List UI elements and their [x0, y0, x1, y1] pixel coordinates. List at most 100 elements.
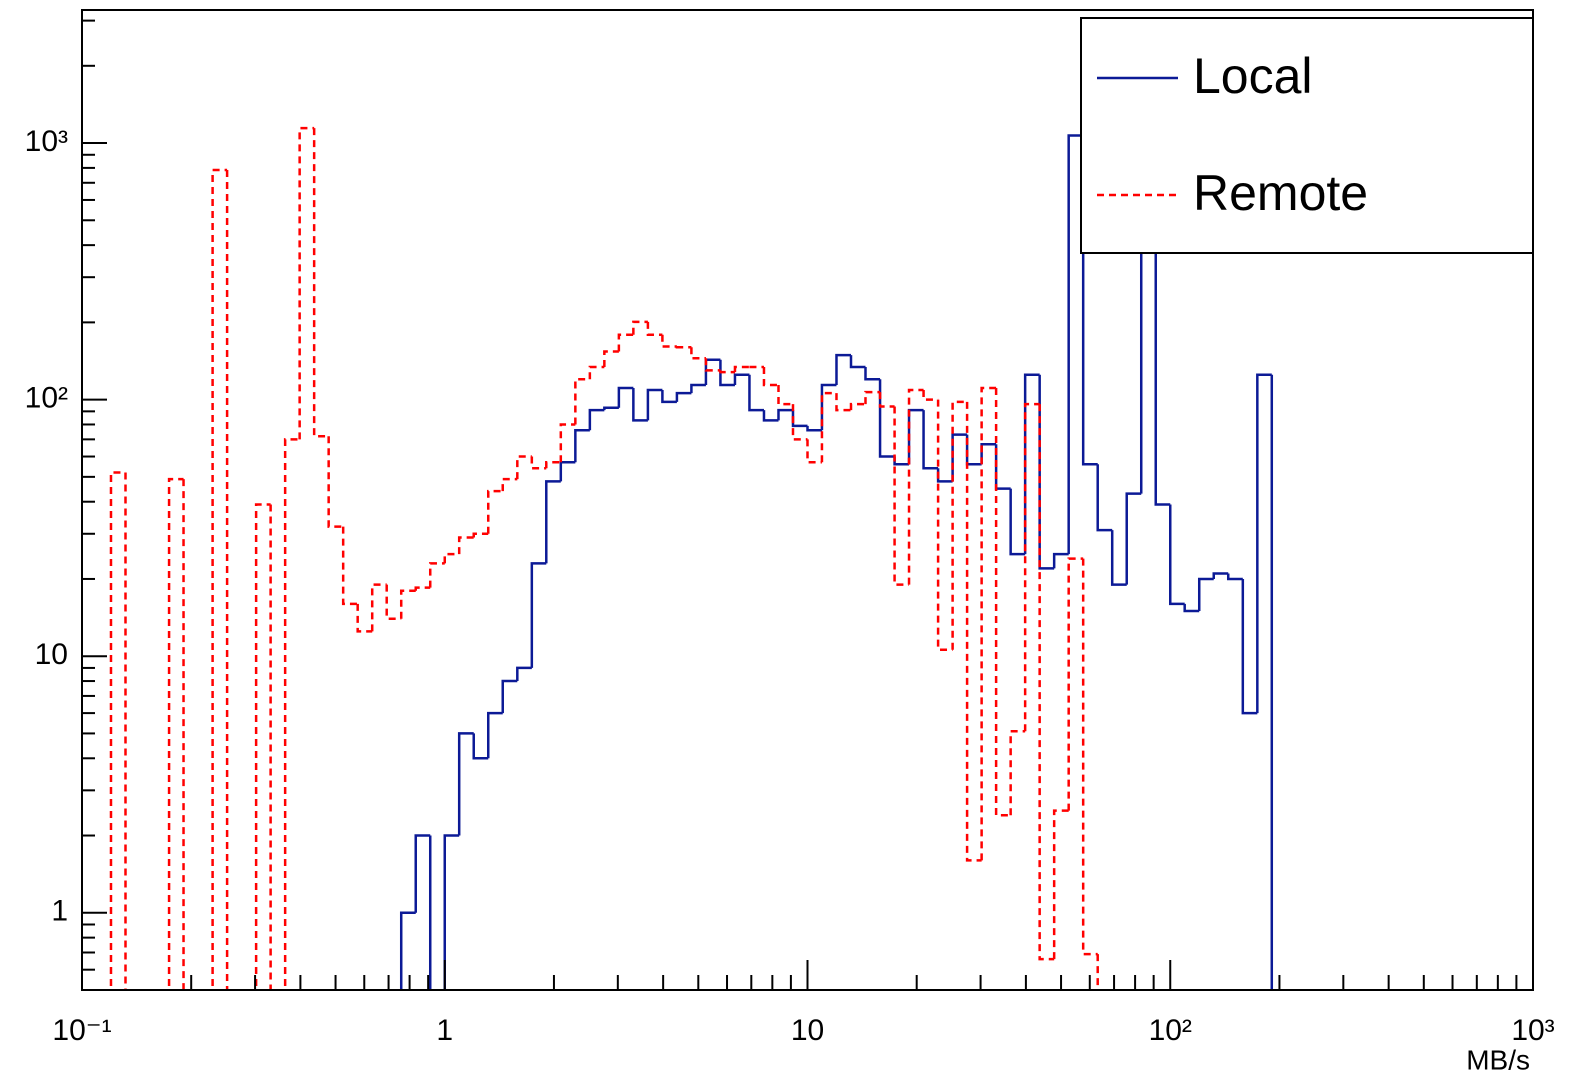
- histogram-bin: [704, 358, 721, 372]
- x-axis-label: MB/s: [1466, 1044, 1530, 1075]
- histogram-bin: [1197, 577, 1214, 612]
- legend-label: Remote: [1193, 165, 1368, 221]
- histogram-bin: [588, 408, 605, 431]
- histogram-bin: [341, 526, 358, 606]
- histogram-bin: [530, 456, 547, 470]
- histogram-bin: [690, 383, 706, 394]
- histogram-bin: [399, 911, 416, 990]
- histogram-bin: [762, 410, 779, 422]
- histogram-bin: [791, 410, 808, 428]
- histogram-bin: [1226, 573, 1243, 581]
- legend-label: Local: [1193, 48, 1313, 104]
- histogram-bin: [820, 391, 837, 463]
- histogram-bin: [545, 460, 561, 469]
- histogram-bin: [617, 386, 634, 408]
- histogram-bin: [457, 536, 474, 555]
- histogram-bin: [254, 503, 271, 990]
- histogram-bin: [428, 562, 445, 588]
- histogram-bin: [849, 402, 866, 411]
- histogram-bin: [777, 408, 793, 421]
- histogram-bin: [370, 583, 387, 632]
- histogram-bin: [603, 406, 619, 411]
- histogram-bin: [675, 345, 692, 349]
- histogram-bin: [1052, 809, 1069, 960]
- histogram-bin: [1067, 557, 1084, 811]
- histogram-bin: [486, 489, 503, 534]
- histogram-bin: [806, 425, 822, 432]
- histogram-bin: [965, 401, 982, 862]
- histogram-bin: [443, 834, 460, 990]
- x-tick-label: 10⁻¹: [52, 1014, 111, 1047]
- histogram-bin: [356, 603, 373, 633]
- y-tick-label: 10³: [25, 125, 68, 158]
- histogram-bin: [603, 350, 619, 368]
- histogram-bin: [1023, 373, 1040, 555]
- histogram-bin: [878, 392, 895, 408]
- histogram-bin: [1241, 578, 1258, 715]
- histogram-bin: [1052, 552, 1069, 569]
- histogram-bin: [516, 666, 532, 682]
- histogram-bin: [1154, 232, 1171, 506]
- y-tick-label: 10: [35, 638, 68, 671]
- histogram-bin: [733, 373, 750, 386]
- histogram-bin: [574, 378, 590, 425]
- histogram-bin: [748, 374, 764, 412]
- histogram-bin: [1212, 572, 1229, 579]
- legend-box: [1080, 17, 1534, 254]
- histogram-bin: [269, 504, 272, 990]
- histogram-bin: [414, 834, 431, 913]
- histogram-bin: [675, 391, 692, 402]
- histogram-bin: [1038, 374, 1055, 570]
- histogram-bin: [994, 387, 1011, 817]
- histogram-bin: [211, 168, 228, 990]
- histogram-bin: [762, 367, 779, 387]
- histogram-bin: [486, 711, 503, 759]
- histogram-bin: [835, 393, 851, 412]
- histogram-bin: [632, 320, 648, 335]
- y-tick-label: 1: [51, 895, 68, 928]
- histogram-bin: [1009, 729, 1026, 816]
- histogram-bin: [574, 428, 590, 463]
- histogram-bin: [661, 334, 677, 348]
- histogram-bin: [1096, 464, 1113, 532]
- histogram-bin: [472, 532, 489, 538]
- histogram-bin: [1169, 504, 1185, 606]
- y-tick-label: 10²: [25, 382, 68, 415]
- x-tick-label: 10: [791, 1014, 824, 1047]
- histogram-bin: [472, 733, 489, 760]
- histogram-bin: [1038, 404, 1055, 961]
- histogram-bin: [443, 552, 460, 564]
- histogram-bin: [225, 170, 229, 990]
- histogram-bin: [1023, 402, 1040, 732]
- histogram-bin: [951, 400, 968, 650]
- histogram-bin: [820, 383, 837, 431]
- histogram-bin: [312, 128, 329, 438]
- histogram-bin: [501, 679, 518, 714]
- histogram-bin: [864, 367, 881, 381]
- histogram-bin: [922, 390, 939, 401]
- histogram-bin: [545, 480, 561, 564]
- histogram-bin: [719, 359, 735, 387]
- histogram-bin: [646, 321, 663, 336]
- histogram-bin: [588, 365, 605, 380]
- histogram-bin: [530, 562, 547, 668]
- histogram-bin: [1125, 492, 1142, 585]
- histogram-bin: [1096, 954, 1099, 990]
- histogram-bin: [980, 386, 997, 861]
- histogram-bin: [428, 835, 432, 990]
- histogram-bin: [777, 385, 793, 406]
- histogram-bin: [864, 390, 881, 405]
- histogram-bin: [733, 365, 750, 373]
- histogram-bin: [1067, 134, 1084, 555]
- histogram-bin: [559, 423, 576, 463]
- histogram-bin: [414, 586, 431, 591]
- histogram-bin: [719, 370, 735, 374]
- x-tick-label: 10³: [1511, 1014, 1554, 1047]
- histogram-bin: [632, 387, 648, 422]
- histogram-bin: [501, 477, 518, 492]
- histogram-bin: [907, 388, 924, 585]
- histogram-bin: [849, 355, 866, 369]
- histogram-bin: [922, 410, 939, 470]
- histogram-bin: [167, 477, 184, 990]
